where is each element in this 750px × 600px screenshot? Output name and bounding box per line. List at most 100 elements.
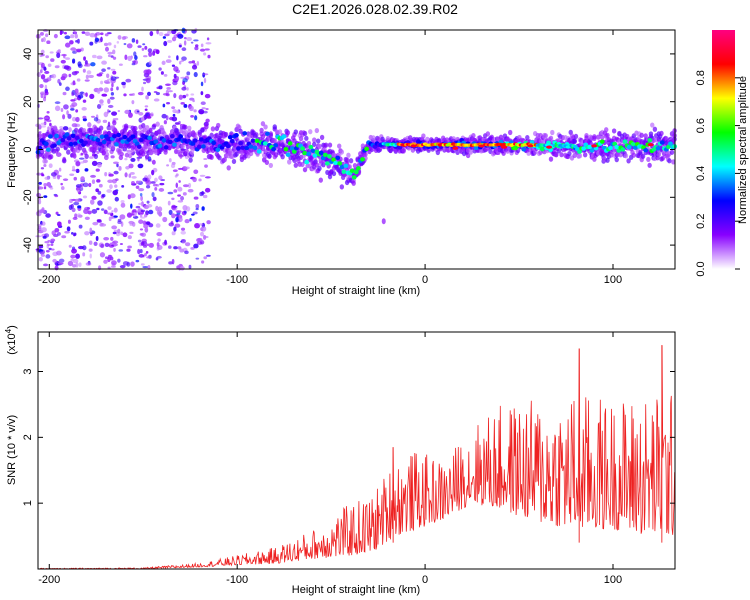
spectrogram-noise-dot	[205, 42, 212, 45]
spectrogram-noise-dot	[54, 101, 61, 105]
spectrogram-noise-dot	[130, 157, 136, 162]
snr-x-axis-label: Height of straight line (km)	[292, 584, 420, 596]
spectrogram-band-dot	[339, 149, 345, 155]
y-tick-label: -20	[22, 189, 34, 205]
spectrogram-noise-dot	[84, 168, 89, 172]
spectrogram-band-dot	[177, 151, 183, 158]
spectrogram-noise-dot	[183, 36, 187, 40]
spectrogram-band-dot	[55, 146, 60, 152]
spectrogram-noise-dot	[71, 102, 78, 107]
spectrogram-noise-dot	[147, 174, 152, 180]
spectrogram-noise-dot	[61, 235, 67, 239]
spectrogram-noise-dot	[122, 261, 129, 266]
spectrogram-noise-dot	[105, 46, 109, 52]
spectrogram-noise-dot	[99, 99, 104, 104]
spectrogram-noise-dot	[44, 176, 50, 181]
spectrogram-noise-dot	[107, 266, 111, 269]
spectrogram-noise-dot	[104, 171, 108, 177]
spectrogram-core-dot	[521, 147, 527, 152]
spectrogram-noise-dot	[127, 245, 132, 249]
spectrogram-core-dot	[136, 144, 142, 149]
spectrogram-core-dot	[302, 150, 308, 156]
spectrogram-band-dot	[84, 153, 89, 159]
spectrogram-core-dot	[265, 131, 270, 136]
spectrogram-noise-dot	[138, 188, 145, 192]
spectrogram-band-dot	[62, 158, 67, 164]
spectrogram-core-dot	[238, 140, 243, 146]
spectrogram-noise-dot	[83, 56, 86, 61]
spectrogram-noise-dot	[118, 63, 123, 66]
spectrogram-core-dot	[283, 147, 289, 152]
spectrogram-noise-dot	[141, 86, 144, 92]
spectrogram-noise-dot	[101, 60, 107, 65]
spectrogram-noise-dot	[164, 33, 170, 37]
spectrogram-noise-dot	[42, 263, 49, 267]
spectrogram-noise-dot	[201, 260, 205, 264]
spectrogram-noise-dot	[145, 95, 149, 100]
spectrogram-noise-dot	[112, 56, 117, 60]
spectrogram-noise-dot	[193, 72, 198, 78]
spectrogram-noise-dot	[177, 33, 184, 39]
spectrogram-noise-dot	[38, 181, 42, 185]
spectrogram-noise-dot	[135, 259, 140, 263]
spectrogram-noise-dot	[158, 67, 162, 71]
spectrogram-core-dot	[153, 139, 159, 144]
spectrogram-noise-dot	[112, 190, 118, 196]
spectrogram-noise-dot	[53, 33, 58, 39]
spectrogram-noise-dot	[184, 218, 190, 224]
spectrogram-noise-dot	[137, 45, 142, 48]
spectrogram-noise-dot	[100, 36, 103, 43]
spectrogram-noise-dot	[66, 110, 69, 116]
spectrogram-noise-dot	[71, 248, 78, 254]
spectrogram-core-dot	[45, 147, 51, 152]
spectrogram-hotspot	[410, 144, 417, 148]
spectrogram-band-dot	[200, 127, 205, 133]
spectrogram-x-axis-label: Height of straight line (km)	[292, 285, 420, 297]
spectrogram-noise-dot	[142, 43, 146, 46]
spectrogram-band-dot	[296, 150, 301, 156]
spectrogram-noise-dot	[192, 211, 198, 215]
spectrogram-noise-dot	[104, 242, 110, 247]
spectrogram-core-dot	[99, 134, 105, 140]
spectrogram-noise-dot	[47, 243, 51, 247]
spectrogram-noise-dot	[58, 258, 65, 263]
spectrogram-core-dot	[72, 141, 78, 146]
spectrogram-noise-dot	[85, 74, 89, 80]
spectrogram-noise-dot	[103, 209, 108, 215]
spectrogram-noise-dot	[116, 41, 120, 44]
y-tick-label: 20	[22, 96, 34, 108]
spectrogram-band-dot	[93, 153, 99, 159]
spectrogram-noise-dot	[171, 106, 176, 110]
spectrogram-noise-dot	[96, 150, 100, 155]
spectrogram-band-dot	[223, 131, 229, 138]
spectrogram-noise-dot	[82, 195, 88, 199]
spectrogram-noise-dot	[59, 125, 64, 129]
spectrogram-noise-dot	[78, 157, 85, 160]
spectrogram-band-dot	[234, 151, 239, 157]
spectrogram-noise-dot	[143, 220, 147, 226]
spectrogram-noise-dot	[145, 251, 149, 254]
spectrogram-noise-dot	[168, 158, 172, 163]
spectrogram-hotspot	[452, 146, 459, 150]
spectrogram-core-dot	[318, 150, 324, 156]
spectrogram-noise-dot	[109, 184, 113, 190]
spectrogram-noise-dot	[106, 189, 112, 193]
spectrogram-noise-dot	[144, 45, 148, 50]
spectrogram-band-dot	[631, 152, 637, 158]
spectrogram-noise-dot	[154, 177, 158, 183]
spectrogram-band-dot	[363, 151, 368, 157]
spectrogram-band-dot	[42, 158, 47, 164]
spectrogram-noise-dot	[84, 64, 88, 67]
spectrogram-noise-dot	[142, 177, 148, 182]
spectrogram-noise-dot	[111, 111, 118, 116]
spectrogram-noise-dot	[38, 199, 42, 205]
spectrogram-noise-dot	[143, 214, 148, 218]
spectrogram-noise-dot	[111, 210, 114, 213]
x-tick-label: -200	[38, 274, 60, 286]
spectrogram-noise-dot	[110, 55, 114, 58]
spectrogram-noise-dot	[135, 39, 139, 44]
spectrogram-noise-dot	[97, 162, 102, 168]
spectrogram-noise-dot	[140, 263, 145, 266]
spectrogram-noise-dot	[37, 186, 44, 190]
spectrogram-noise-dot	[147, 48, 153, 53]
